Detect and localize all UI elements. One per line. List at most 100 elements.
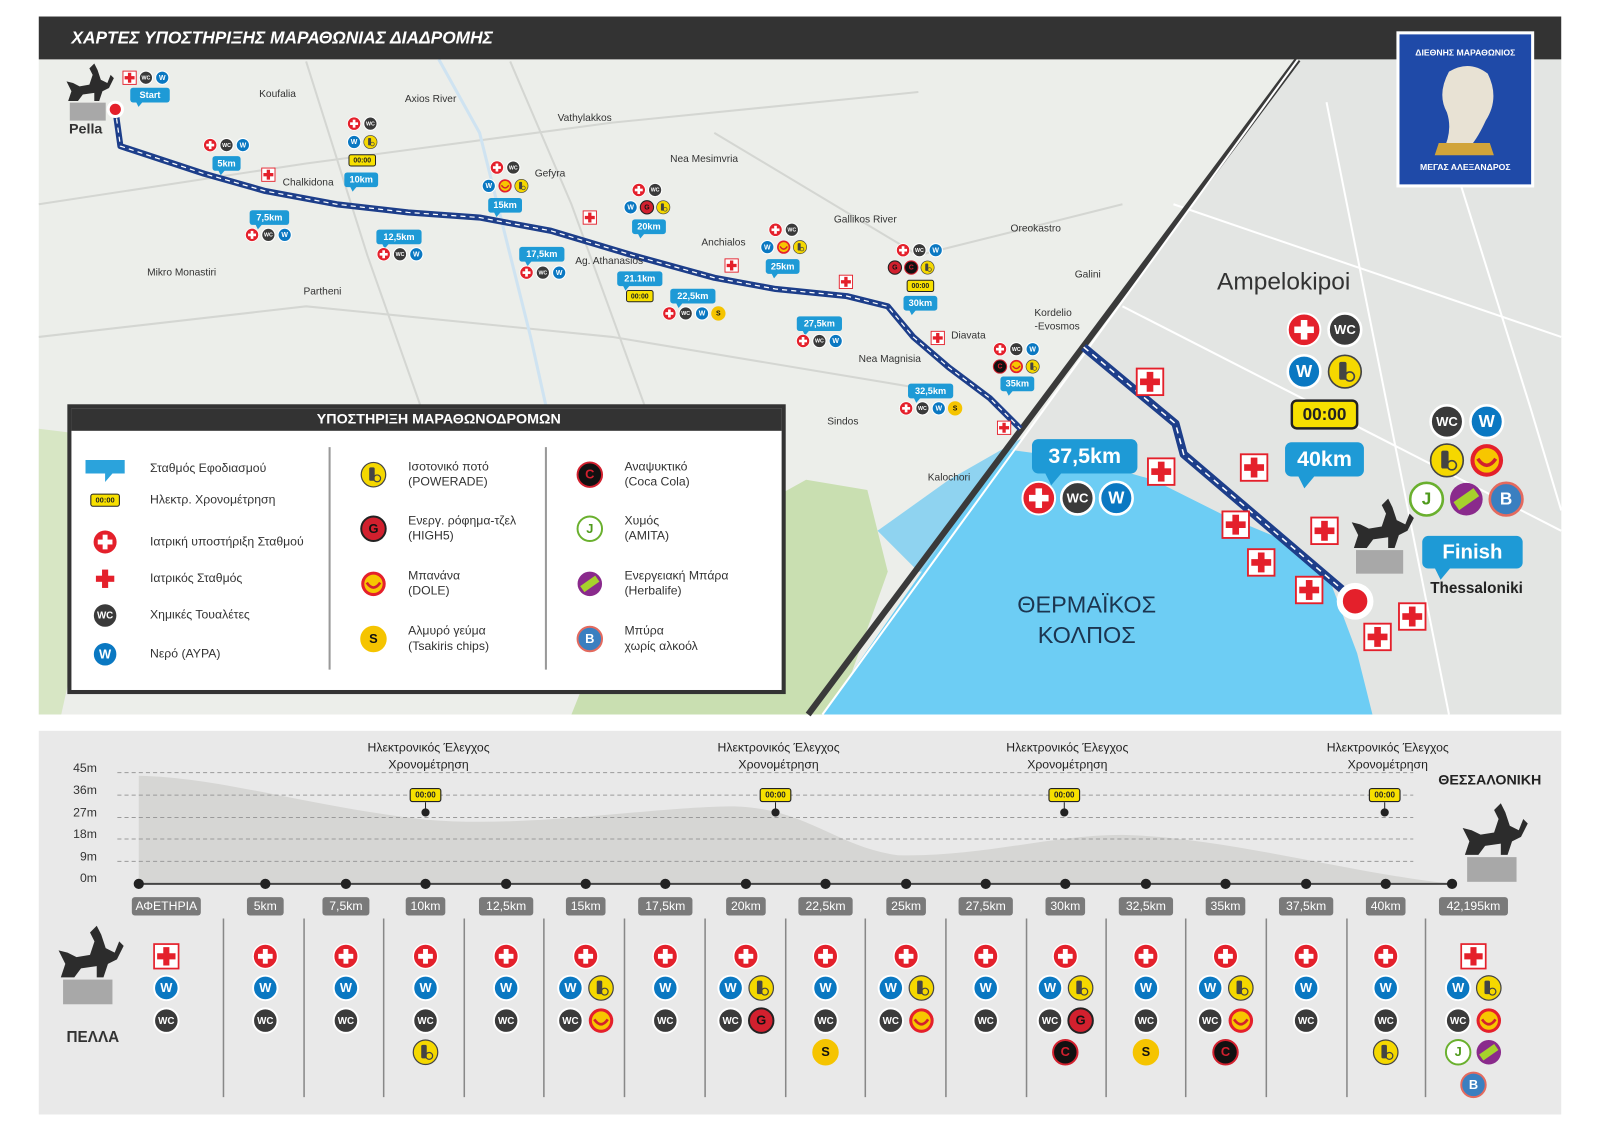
service-icon (1372, 974, 1399, 1002)
icon: WC (1292, 1007, 1320, 1034)
cross (903, 948, 909, 964)
km-marker (519, 246, 565, 262)
icon: W (235, 137, 251, 153)
logo-top: ΔΙΕΘΝΗΣ ΜΑΡΑΘΩΝΙΟΣ (1415, 48, 1515, 58)
service-icon (992, 359, 1008, 374)
icon-letter: C (585, 467, 594, 482)
icon-letter: WC (257, 1016, 273, 1027)
service-icon (1286, 353, 1322, 390)
legend-label: Χημικές Τουαλέτες (150, 608, 250, 622)
km-marker-pointer (135, 101, 144, 107)
cross (1408, 606, 1416, 627)
service-icon (639, 200, 655, 215)
legend-label: Νερό (ΑΥΡΑ) (150, 647, 220, 661)
elevation-profile (138, 775, 1453, 884)
icon: W (1444, 974, 1472, 1002)
icon: WC (557, 1007, 584, 1034)
service-icon (235, 137, 251, 153)
cross (904, 404, 908, 413)
km-marker-pointer (493, 211, 502, 218)
legend-title-bar (71, 408, 782, 431)
km-marker-pointer (1434, 567, 1451, 580)
bottle-badge (799, 246, 805, 252)
bottle-badge (370, 141, 375, 147)
icon: W (1025, 342, 1040, 357)
icon-letter: W (485, 183, 492, 190)
icon-letter: WC (498, 1016, 514, 1027)
service-icon (972, 974, 999, 1002)
service-icon (1132, 1007, 1160, 1034)
service-icon (360, 515, 387, 542)
icon (1147, 457, 1176, 486)
km-marker-label: 37,5km (1048, 444, 1121, 468)
icon: 00:00 (1290, 399, 1359, 430)
icon: C (1052, 1039, 1079, 1066)
station-dot (1220, 878, 1231, 889)
service-icon (972, 1007, 999, 1034)
icon (1021, 480, 1057, 516)
km-marker-label: 35km (1006, 379, 1029, 389)
icon: G (360, 515, 387, 542)
icon (252, 943, 279, 970)
cross (1300, 319, 1308, 340)
km-marker (670, 288, 716, 304)
icon (412, 1039, 439, 1066)
icon-letter: W (819, 980, 832, 995)
bottle-badge (521, 185, 526, 191)
cross (743, 948, 749, 964)
y-tick-label: 9m (80, 850, 97, 864)
check-label: Ηλεκτρονικός Έλεγχος (1006, 740, 1128, 754)
check-label: Χρονομέτρηση (738, 758, 818, 772)
icon (777, 240, 791, 254)
cross (102, 534, 108, 550)
icon-letter: W (725, 980, 738, 995)
km-marker-label: 7,5km (256, 212, 282, 222)
icon: WC (363, 116, 378, 131)
station-dot (980, 878, 991, 889)
icon-letter: WC (1202, 1016, 1218, 1027)
statue (66, 63, 114, 121)
icon: WC (877, 1007, 905, 1034)
station-label-box (1205, 897, 1246, 916)
icon: W (623, 200, 638, 215)
icon: W (557, 974, 584, 1002)
cross (588, 212, 592, 223)
banana-inner (500, 180, 511, 191)
place-label: Diavata (951, 331, 986, 342)
cross (250, 230, 254, 239)
icon-letter: W (699, 311, 706, 318)
banana-inner (778, 242, 789, 253)
banana (1476, 457, 1498, 468)
station-label: 37,5km (1286, 899, 1326, 913)
place-label: Nea Magnisia (859, 354, 922, 365)
icon-letter: WC (222, 143, 231, 149)
banana-inner (1231, 1011, 1250, 1030)
legend-label: Αλμυρό γεύμα (408, 624, 486, 638)
place-label: Partheni (303, 287, 341, 298)
service-icon (1429, 403, 1465, 440)
check-label: Χρονομέτρηση (388, 758, 468, 772)
cross (998, 345, 1002, 354)
icon (514, 178, 529, 193)
icon: WC (647, 182, 663, 198)
route-dash (114, 109, 1021, 430)
icon (896, 243, 911, 258)
service-icon (1444, 974, 1472, 1002)
check-point (1380, 808, 1389, 817)
service-icon (409, 247, 424, 262)
icon-letter: W (556, 270, 563, 277)
service-icon (91, 641, 119, 668)
finish-point (1336, 582, 1374, 620)
icon: W (91, 641, 119, 668)
km-marker-label: 32,5km (915, 386, 946, 396)
check-label: Ηλεκτρονικός Έλεγχος (368, 740, 490, 754)
station-dot (340, 878, 352, 889)
icon (920, 260, 935, 275)
icon-letter: B (585, 631, 594, 646)
service-icon (887, 260, 903, 275)
icon: WC (535, 265, 551, 280)
banana-inner (1011, 361, 1022, 372)
icon (412, 943, 439, 970)
cross (1321, 520, 1328, 541)
